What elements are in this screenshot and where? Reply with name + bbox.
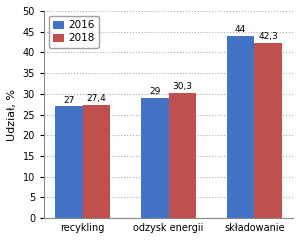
Text: 30,3: 30,3 [172, 82, 192, 91]
Text: 44: 44 [235, 25, 246, 34]
Text: 42,3: 42,3 [258, 32, 278, 41]
Bar [227, 36, 254, 218]
Bar [254, 43, 282, 218]
Bar [55, 106, 83, 218]
Bar [83, 105, 110, 218]
Legend: 2016, 2018: 2016, 2018 [49, 16, 98, 48]
Text: 27: 27 [63, 96, 75, 105]
Bar [141, 98, 169, 218]
Y-axis label: Udział, %: Udział, % [7, 89, 17, 141]
Text: 27,4: 27,4 [87, 94, 106, 103]
Bar [169, 93, 196, 218]
Text: 29: 29 [149, 87, 160, 96]
